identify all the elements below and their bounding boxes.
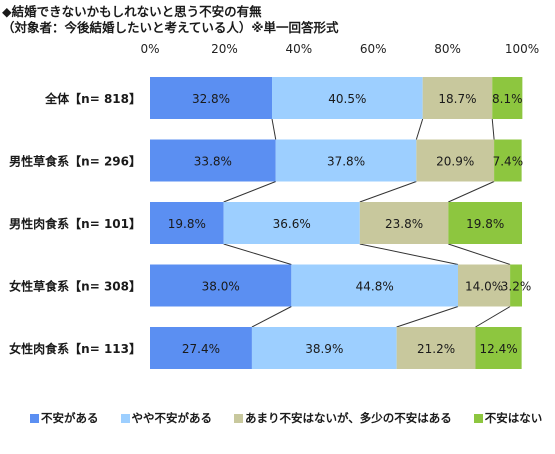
- bar-segment: [494, 139, 522, 182]
- bar-segment: [251, 327, 397, 369]
- bar-segment: [150, 139, 276, 182]
- bar-segment: [275, 139, 417, 182]
- series-connector-line: [359, 181, 417, 203]
- data-label: 19.8%: [466, 217, 504, 231]
- data-label: 7.4%: [493, 155, 524, 169]
- data-label: 8.1%: [492, 92, 523, 106]
- data-label: 37.8%: [327, 155, 365, 169]
- data-label: 44.8%: [356, 280, 394, 294]
- data-label: 21.2%: [417, 342, 455, 356]
- legend-swatch-not-anxious: [473, 413, 483, 423]
- data-label: 14.0%: [465, 280, 503, 294]
- bar-segment: [150, 77, 273, 119]
- data-label: 12.4%: [480, 342, 518, 356]
- bar-segment: [291, 264, 459, 307]
- series-connector-line: [223, 181, 276, 203]
- legend-item-slightly-anxious: あまり不安はないが、多少の不安はある: [234, 410, 452, 426]
- data-label: 19.8%: [168, 217, 206, 231]
- legend-swatch-slightly-anxious: [234, 413, 243, 423]
- data-label: 32.8%: [192, 92, 230, 106]
- category-label: 全体【n= 818】: [44, 91, 141, 106]
- data-label: 27.4%: [182, 342, 220, 356]
- series-connector-line: [271, 118, 277, 140]
- data-label: 40.5%: [328, 92, 366, 106]
- legend-swatch-anxious: [30, 413, 39, 423]
- x-tick-label: 0%: [140, 42, 159, 56]
- data-label: 38.9%: [305, 342, 343, 356]
- category-label: 男性草食系【n= 296】: [9, 154, 141, 169]
- data-label: 36.6%: [273, 217, 311, 231]
- bar-segment: [510, 264, 522, 307]
- bar-segment: [396, 327, 476, 369]
- series-connector-line: [223, 243, 292, 265]
- x-tick-label: 40%: [285, 42, 312, 56]
- bar-segment: [422, 77, 493, 119]
- legend-item-somewhat-anxious: やや不安がある: [120, 410, 213, 426]
- chart-title: ◆結婚できないかもしれないと思う不安の有無: [2, 4, 262, 19]
- data-label: 20.9%: [436, 155, 474, 169]
- x-tick-label: 100%: [505, 42, 539, 56]
- data-label: 18.7%: [438, 92, 476, 106]
- data-label: 33.8%: [194, 155, 232, 169]
- legend-label-anxious: 不安がある: [41, 411, 99, 425]
- bar-segment: [458, 264, 511, 307]
- category-label: 男性肉食系【n= 101】: [9, 216, 141, 231]
- data-label: 23.8%: [385, 217, 423, 231]
- legend-swatch-somewhat-anxious: [120, 413, 130, 423]
- series-connector-line: [251, 306, 292, 328]
- bar-segment: [492, 77, 523, 119]
- series-connector-line: [396, 306, 459, 328]
- legend-label-not-anxious: 不安はない: [484, 411, 543, 425]
- bar-segment: [475, 327, 522, 369]
- series-connector-line: [415, 118, 424, 140]
- legend-label-somewhat-anxious: やや不安がある: [131, 411, 213, 425]
- category-label: 女性草食系【n= 308】: [9, 279, 141, 294]
- bar-segment: [150, 202, 224, 244]
- bar-segment: [416, 139, 495, 182]
- chart-legend: 不安がある やや不安がある あまり不安はないが、多少の不安はある 不安はない: [30, 410, 542, 426]
- category-label: 女性肉食系【n= 113】: [9, 341, 141, 356]
- series-connector-line: [475, 306, 511, 328]
- bar-segment: [448, 202, 522, 244]
- x-tick-label: 60%: [360, 42, 387, 56]
- bar-segment: [223, 202, 360, 244]
- legend-label-slightly-anxious: あまり不安はないが、多少の不安はある: [245, 411, 452, 425]
- chart-subtitle: （対象者：今後結婚したいと考えている人）※単一回答形式: [2, 20, 339, 35]
- x-tick-label: 20%: [211, 42, 238, 56]
- series-connector-line: [359, 243, 459, 265]
- bar-segment: [150, 264, 292, 307]
- data-label: 38.0%: [202, 280, 240, 294]
- x-tick-label: 80%: [434, 42, 461, 56]
- data-label: 3.2%: [501, 280, 532, 294]
- bar-segment: [150, 327, 252, 369]
- legend-item-not-anxious: 不安はない: [473, 410, 543, 426]
- series-connector-line: [448, 181, 495, 203]
- legend-item-anxious: 不安がある: [30, 410, 99, 426]
- bar-segment: [359, 202, 449, 244]
- bar-segment: [272, 77, 423, 119]
- series-connector-line: [448, 243, 511, 265]
- series-connector-line: [491, 118, 495, 140]
